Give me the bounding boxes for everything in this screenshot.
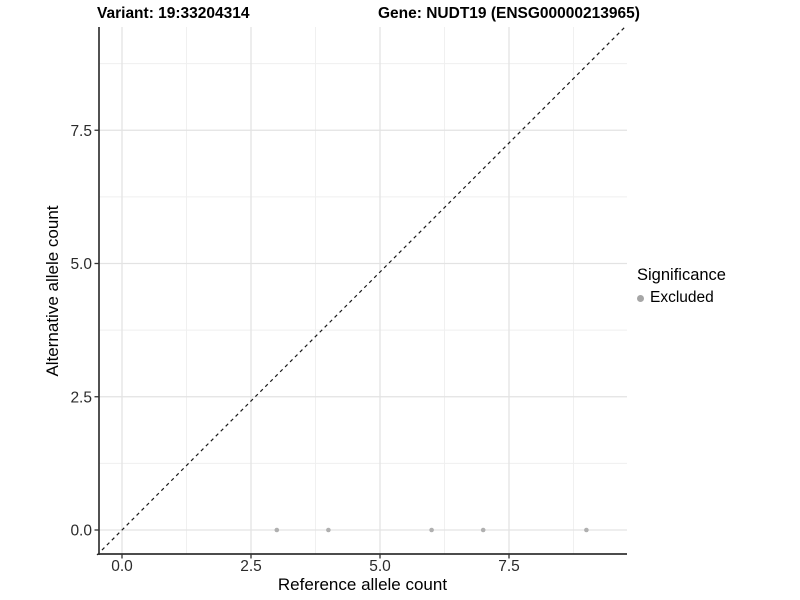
data-point <box>480 527 486 533</box>
x-tick-label: 5.0 <box>369 558 391 575</box>
x-tick-label: 2.5 <box>240 558 262 575</box>
gene-title: Gene: NUDT19 (ENSG00000213965) <box>378 5 640 22</box>
data-point <box>274 527 280 533</box>
y-tick-label: 0.0 <box>70 523 92 540</box>
legend-point-icon <box>637 294 644 302</box>
x-axis-title: Reference allele count <box>277 575 448 594</box>
legend-title: Significance <box>637 266 726 284</box>
x-tick-label: 7.5 <box>498 558 520 575</box>
y-tick-label: 7.5 <box>70 123 92 140</box>
legend-item-excluded: Excluded <box>637 289 726 307</box>
identity-line <box>96 25 627 556</box>
data-point <box>326 527 331 533</box>
data-point <box>429 527 434 533</box>
x-tick-label: 0.0 <box>111 558 133 575</box>
y-tick-label: 5.0 <box>70 256 92 273</box>
legend: Significance Excluded <box>637 266 726 307</box>
variant-title: Variant: 19:33204314 <box>97 5 250 22</box>
data-point <box>584 527 589 533</box>
y-tick-label: 2.5 <box>70 389 92 406</box>
legend-item-label: Excluded <box>650 289 714 306</box>
